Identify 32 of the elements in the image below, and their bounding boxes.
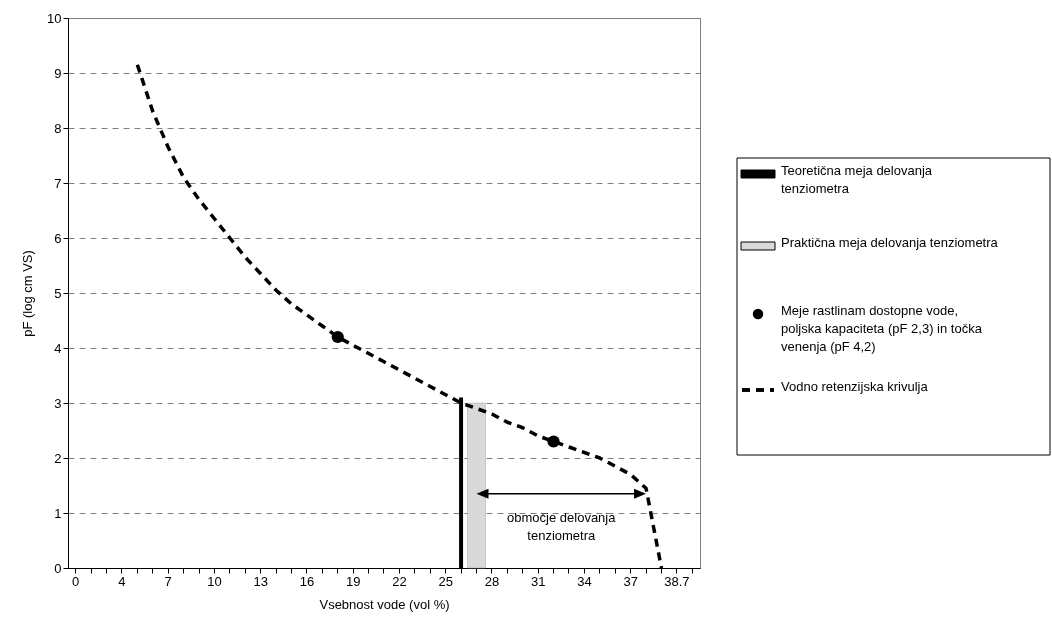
y-tick-label: 6 [54, 230, 62, 246]
legend-label: Vodno retenzijska krivulja [781, 379, 929, 394]
y-tick-label: 4 [54, 340, 62, 356]
x-tick-label: 22 [392, 573, 407, 589]
x-tick-label: 28 [484, 573, 500, 589]
x-tick-label: 37 [623, 573, 638, 589]
x-tick-label: 4 [118, 573, 126, 589]
x-tick-label: 34 [577, 573, 592, 589]
y-tick-label: 5 [54, 285, 62, 301]
y-tick-label: 1 [54, 505, 62, 521]
y-tick-label: 10 [47, 10, 62, 26]
annotation: območje delovanja tenziometra [507, 510, 617, 543]
y-tick-label: 3 [54, 395, 62, 411]
x-tick-label: 16 [299, 573, 315, 589]
x-tick-label: 0 [72, 573, 80, 589]
x-tick-label: 31 [530, 573, 546, 589]
legend-label: Teoretična meja delovanja tenziometra [781, 163, 933, 196]
x-tick-label: 38.7 [664, 573, 690, 589]
x-tick-label: 13 [253, 573, 268, 589]
x-tick-label: 7 [164, 573, 172, 589]
legend-label: Meje rastlinam dostopne vode, poljska kapaciteta (pF 2,3) in točka venenja (pF 4,2) [781, 303, 983, 354]
legend-label: Praktična meja delovanja tenziometra [781, 235, 999, 250]
x-tick-label: 25 [438, 573, 453, 589]
y-tick-label: 9 [54, 65, 62, 81]
y-axis-title: pF (log cm VS) [20, 250, 36, 337]
x-axis-title: Vsebnost vode (vol %) [319, 596, 450, 612]
x-tick-label: 19 [345, 573, 361, 589]
x-tick-label: 10 [207, 573, 222, 589]
y-tick-label: 0 [54, 560, 62, 576]
y-tick-label: 2 [54, 450, 62, 466]
y-tick-label: 8 [54, 120, 62, 136]
y-tick-label: 7 [54, 175, 62, 191]
